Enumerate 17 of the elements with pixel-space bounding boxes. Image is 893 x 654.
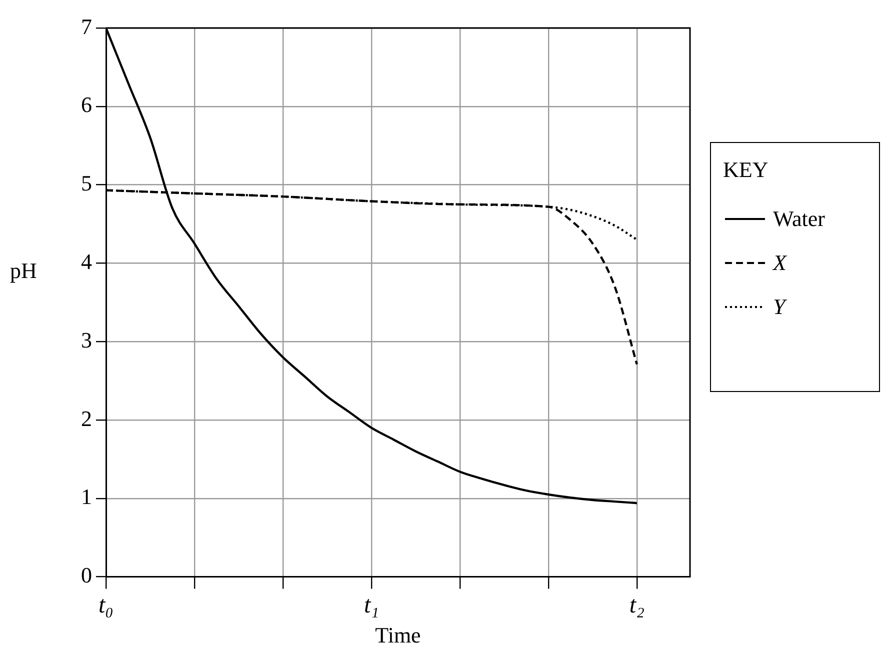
y-tick-label: 1 <box>81 484 92 510</box>
y-tick-label: 6 <box>81 92 92 118</box>
x-tick-label: t₁ <box>364 592 379 619</box>
y-tick-label: 2 <box>81 406 92 431</box>
y-tick-label: 4 <box>81 248 92 274</box>
y-tick-label: 7 <box>81 14 92 39</box>
legend-title: KEY <box>723 157 770 183</box>
legend-label: Y <box>773 294 786 320</box>
legend-label: Water <box>773 206 825 232</box>
x-axis-title: Time <box>375 622 421 648</box>
y-tick-label: 5 <box>81 170 92 196</box>
y-tick-label: 3 <box>81 327 92 352</box>
x-tick-label: t₀ <box>98 592 114 619</box>
x-tick-label: t₂ <box>629 592 644 619</box>
legend-label: X <box>773 250 786 276</box>
y-axis-title: pH <box>10 258 37 284</box>
y-tick-label: 0 <box>81 562 92 588</box>
